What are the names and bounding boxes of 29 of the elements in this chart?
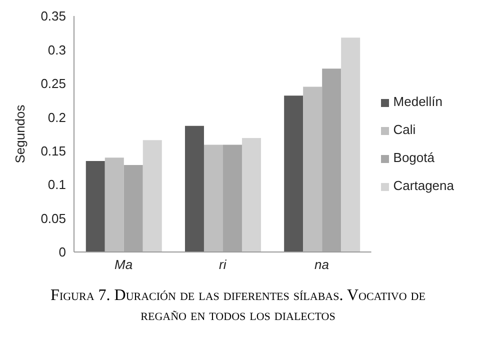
bar bbox=[104, 158, 124, 252]
y-tick-label: 0.3 bbox=[48, 42, 66, 58]
x-tick-label: Ma bbox=[114, 257, 133, 272]
y-tick-label: 0.15 bbox=[40, 143, 66, 158]
bar bbox=[242, 138, 261, 252]
legend-label: Cartagena bbox=[393, 178, 454, 193]
y-tick-label: 0.35 bbox=[40, 8, 66, 24]
bar bbox=[184, 126, 204, 252]
bar bbox=[341, 38, 360, 252]
text: Figura 7. Duración de las diferentes sílabas. Vocativo de regaño en todos los dialectos bbox=[50, 286, 426, 326]
bar bbox=[142, 140, 162, 252]
y-axis-title: Segundos bbox=[12, 104, 28, 164]
legend-label: Medellín bbox=[393, 94, 442, 109]
y-tick-label: 0.1 bbox=[48, 177, 66, 192]
bar bbox=[322, 68, 342, 252]
bar bbox=[222, 144, 242, 252]
y-tick-label: 0.2 bbox=[48, 110, 66, 125]
x-tick-label: ri bbox=[219, 257, 228, 272]
y-tick-label: 0.25 bbox=[40, 76, 66, 92]
legend-label: Bogotá bbox=[393, 150, 434, 165]
y-tick-label: 0 bbox=[58, 244, 66, 260]
y-tick-label: 0.05 bbox=[40, 210, 66, 226]
bar bbox=[124, 165, 143, 252]
bar bbox=[284, 96, 304, 252]
bar bbox=[86, 160, 105, 252]
x-tick-label: na bbox=[314, 257, 329, 272]
bar bbox=[204, 144, 223, 252]
legend-label: Cali bbox=[393, 122, 416, 137]
bar bbox=[303, 86, 322, 252]
